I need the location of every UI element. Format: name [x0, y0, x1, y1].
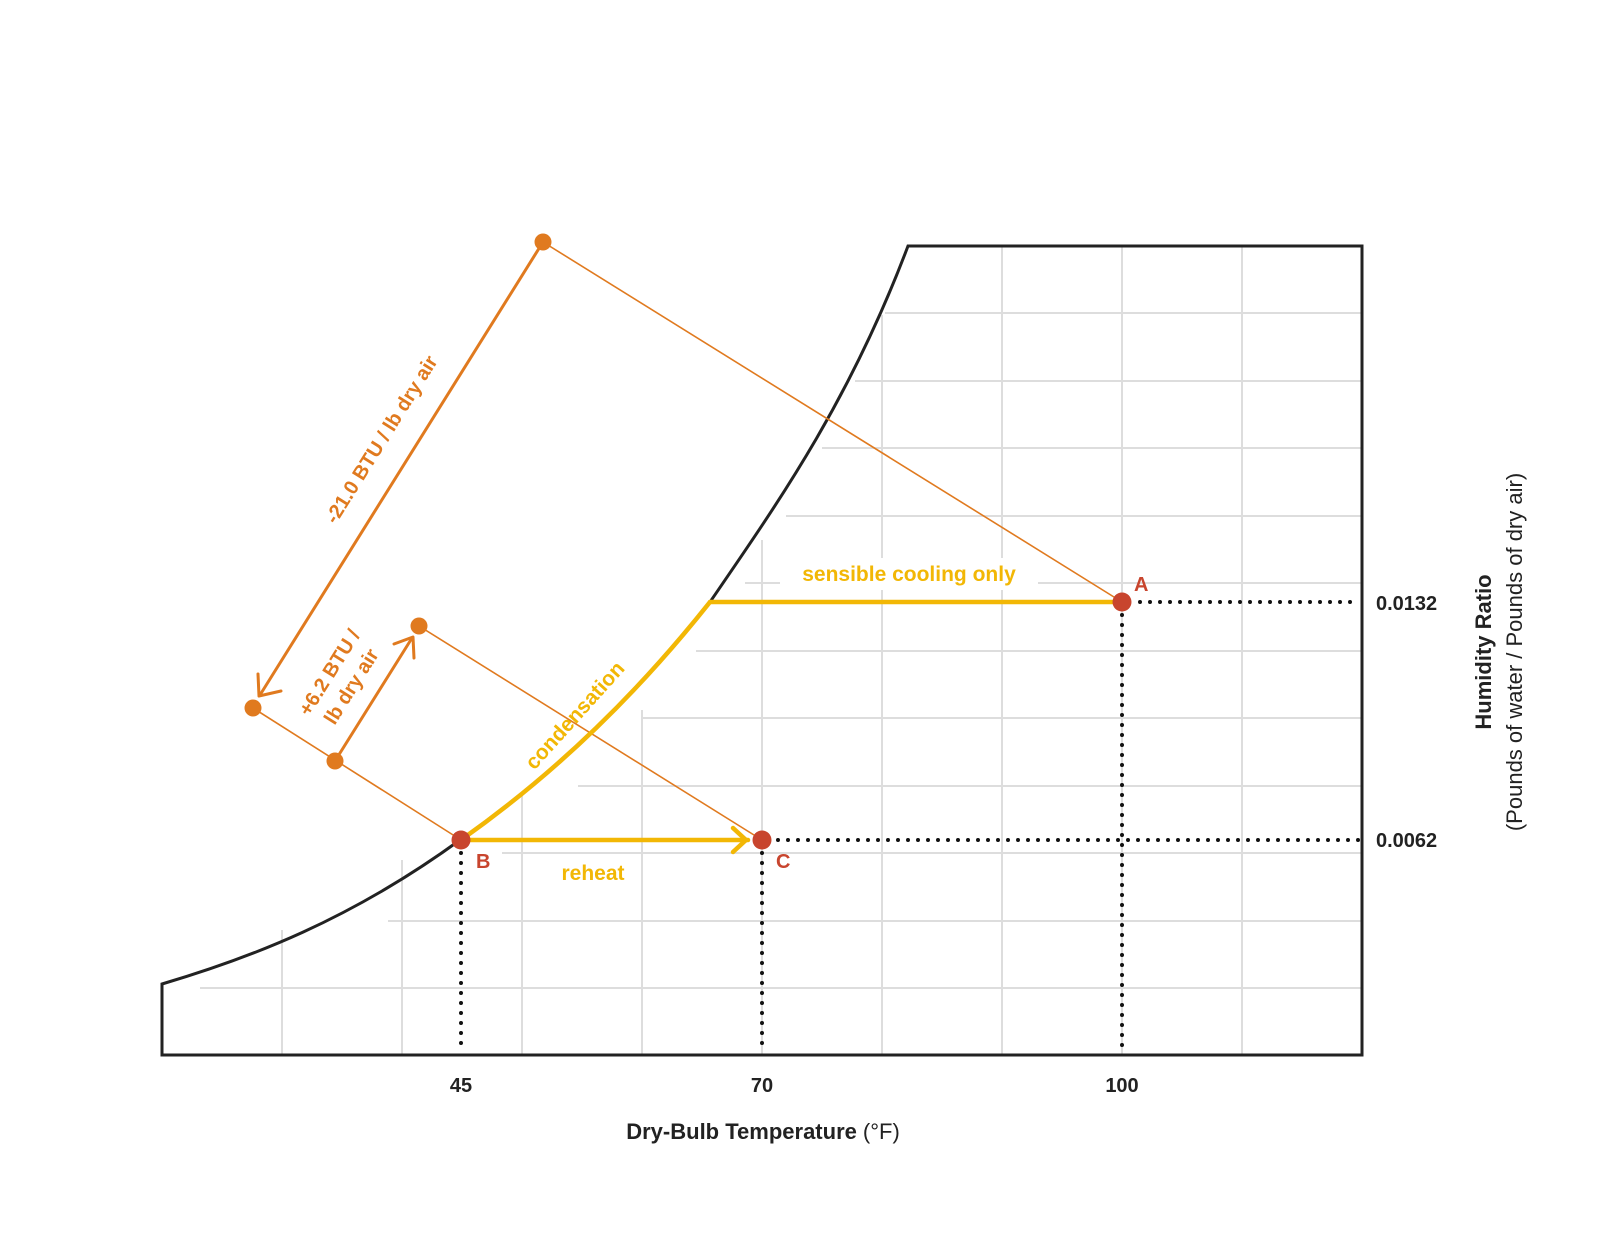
process-lines — [458, 599, 1125, 855]
enthalpy-projection-lines — [252, 241, 1123, 841]
enthalpy-arrows — [256, 240, 545, 763]
point-a — [1112, 592, 1132, 612]
x-tick-70: 70 — [751, 1075, 773, 1097]
point-c-label: C — [776, 851, 790, 873]
condensation-line — [458, 599, 713, 843]
y-axis-title: Humidity Ratio — [1471, 574, 1496, 729]
reheat-arrow-head-icon — [730, 825, 749, 855]
y-axis-subtitle: (Pounds of water / Pounds of dry air) — [1502, 473, 1527, 831]
arrow-head-up-icon — [392, 635, 416, 660]
dotted-guides — [459, 600, 1362, 1054]
point-b-label: B — [476, 851, 490, 873]
sensible-cooling-label: sensible cooling only — [802, 563, 1016, 586]
x-tick-45: 45 — [450, 1075, 472, 1097]
reheat-label: reheat — [561, 862, 624, 885]
state-points — [451, 592, 1132, 850]
grid — [200, 246, 1362, 1055]
arrow-head-down-icon — [256, 672, 283, 698]
point-a-label: A — [1134, 574, 1148, 596]
point-c — [752, 830, 772, 850]
enthalpy-dots — [244, 233, 552, 770]
x-tick-100: 100 — [1105, 1075, 1138, 1097]
condensation-label: condensation — [521, 657, 629, 774]
y-tick-0062: 0.0062 — [1376, 830, 1437, 852]
point-b — [451, 830, 471, 850]
x-axis-title: Dry-Bulb Temperature (°F) — [626, 1119, 900, 1144]
y-tick-0132: 0.0132 — [1376, 593, 1437, 615]
